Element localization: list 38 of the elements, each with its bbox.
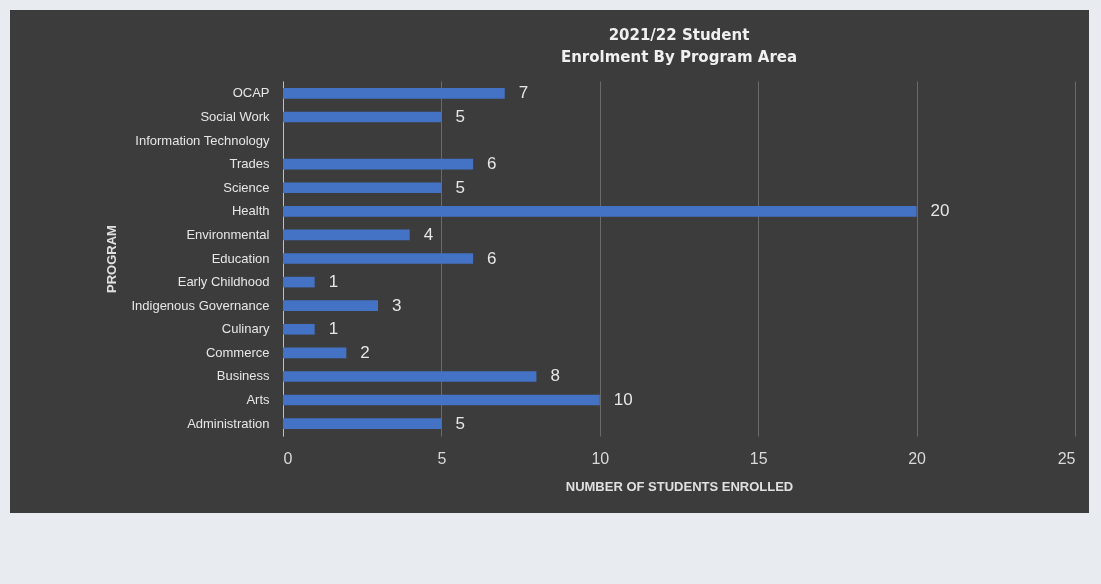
data-label: 2 — [360, 342, 370, 362]
y-tick-label: Social Work — [200, 108, 270, 124]
y-tick-label: Science — [223, 179, 270, 195]
y-tick-label: Commerce — [205, 344, 270, 360]
y-tick-label: Environmental — [186, 226, 270, 242]
chart-title: 2021/22 Student Enrolment By Program Area — [560, 26, 798, 66]
y-tick-label: Arts — [246, 392, 270, 408]
y-tick-label: Education — [211, 250, 270, 266]
data-label: 8 — [550, 366, 560, 386]
data-label: 20 — [930, 201, 950, 221]
y-tick-label: Trades — [229, 156, 270, 172]
x-tick-label: 15 — [749, 449, 768, 467]
data-label: 5 — [455, 413, 465, 433]
x-tick-label: 20 — [908, 449, 927, 467]
y-tick-label: OCAP — [232, 85, 270, 101]
y-tick-label: Indigenous Governance — [131, 297, 270, 313]
data-label: 7 — [518, 83, 529, 103]
x-tick-label: 5 — [437, 449, 447, 467]
data-label: 4 — [423, 224, 434, 244]
y-tick-label: Information Technology — [135, 132, 270, 148]
y-tick-label: Health — [231, 203, 270, 219]
x-tick-label: 0 — [283, 449, 293, 467]
y-tick-label: Administration — [187, 415, 270, 431]
y-tick-label: Early Childhood — [177, 274, 270, 290]
y-tick-label: Culinary — [221, 321, 270, 337]
data-label: 10 — [613, 390, 633, 410]
data-label: 1 — [328, 272, 339, 292]
data-label: 6 — [487, 154, 497, 174]
x-tick-label: 25 — [1057, 449, 1076, 467]
x-axis-title: NUMBER OF STUDENTS ENROLLED — [565, 478, 794, 494]
x-tick-label: 10 — [591, 449, 610, 467]
data-label: 5 — [455, 106, 465, 126]
data-label: 5 — [455, 177, 465, 197]
data-label: 6 — [487, 248, 497, 268]
data-label: 3 — [392, 295, 402, 315]
y-axis-title: PROGRAM — [104, 225, 120, 293]
data-label: 1 — [328, 319, 339, 339]
y-tick-label: Business — [216, 368, 270, 384]
